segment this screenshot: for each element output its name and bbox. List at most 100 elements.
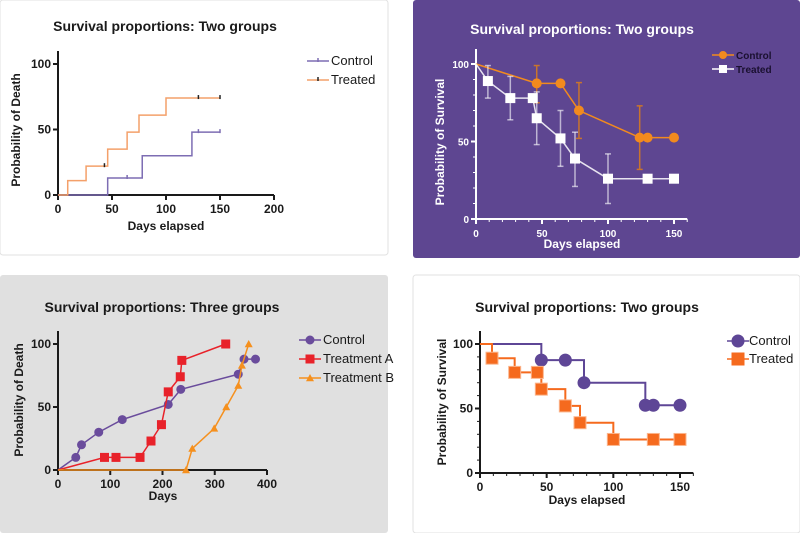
series-control <box>57 354 261 471</box>
data-point <box>577 376 591 390</box>
legend-label: Control <box>749 333 791 348</box>
chart-card <box>0 0 389 256</box>
x-tick-label: 0 <box>55 477 62 491</box>
legend-item: Treated <box>307 72 375 87</box>
chart-4: Survival proportions: Two groups Days ela… <box>412 274 800 534</box>
data-point <box>94 427 104 437</box>
data-point <box>669 173 679 184</box>
data-point <box>669 132 679 143</box>
x-tick-label: 400 <box>257 477 277 491</box>
y-tick-label: 50 <box>458 138 470 149</box>
series-treatment-b <box>58 340 253 474</box>
x-tick-label: 0 <box>55 202 62 216</box>
x-tick-label: 100 <box>100 477 120 491</box>
x-tick-label: 0 <box>477 480 484 494</box>
y-tick-label: 100 <box>31 337 51 351</box>
data-point <box>111 452 121 462</box>
data-point <box>527 93 538 104</box>
series-treated <box>58 95 221 196</box>
data-point <box>135 452 145 462</box>
chart-title: Survival proportions: Two groups <box>53 18 277 34</box>
legend-label: Control <box>736 51 772 62</box>
series-control <box>480 343 687 412</box>
data-point <box>188 444 197 452</box>
data-point <box>182 466 191 474</box>
series-treated <box>475 63 679 205</box>
x-axis-label: Days elapsed <box>128 219 205 233</box>
chart-3: Survival proportions: Three groups Days Pr… <box>0 275 394 533</box>
legend-item: Treatment A <box>299 351 394 366</box>
x-tick-label: 200 <box>152 477 172 491</box>
data-point <box>306 374 314 382</box>
legend-item: Treatment B <box>299 370 394 385</box>
series-treated <box>480 343 687 446</box>
legend-item: Control <box>307 53 373 68</box>
data-point <box>534 353 548 367</box>
legend-label: Treatment B <box>323 370 394 385</box>
data-point <box>508 365 522 379</box>
x-tick-label: 150 <box>670 480 690 494</box>
x-tick-label: 300 <box>205 477 225 491</box>
data-point <box>719 65 727 73</box>
legend-label: Treated <box>331 72 375 87</box>
chart-title: Survival proportions: Two groups <box>470 21 694 37</box>
y-axis-label: Probability of Survival <box>435 339 449 466</box>
data-point <box>482 76 493 87</box>
x-tick-label: 50 <box>105 202 119 216</box>
legend-item: Control <box>712 51 772 62</box>
data-point <box>646 398 660 412</box>
chart-title: Survival proportions: Two groups <box>475 299 699 315</box>
legend-item: Control <box>299 332 365 347</box>
data-point <box>570 153 580 164</box>
y-tick-label: 50 <box>460 402 474 416</box>
x-tick-label: 0 <box>473 229 479 240</box>
y-tick-label: 0 <box>44 463 51 477</box>
legend-label: Treated <box>749 351 793 366</box>
series-line <box>58 97 220 196</box>
series-line <box>58 343 250 471</box>
data-point <box>305 354 315 364</box>
data-point <box>673 398 687 412</box>
x-tick-label: 150 <box>666 229 683 240</box>
series-line <box>57 343 226 471</box>
data-point <box>606 432 620 446</box>
data-point <box>531 78 542 89</box>
data-point <box>221 339 231 349</box>
x-tick-label: 100 <box>600 229 617 240</box>
series-control <box>475 63 679 171</box>
x-axis-label: Days <box>149 489 178 503</box>
data-point <box>603 173 613 184</box>
series-line <box>475 63 674 180</box>
y-tick-label: 50 <box>38 400 52 414</box>
chart-title: Survival proportions: Three groups <box>45 299 280 315</box>
y-tick-label: 100 <box>453 337 473 351</box>
data-point <box>558 399 572 413</box>
data-point <box>146 436 156 446</box>
chart-1: Survival proportions: Two groups Days ela… <box>0 0 389 256</box>
data-point <box>573 105 584 116</box>
x-tick-label: 100 <box>156 202 176 216</box>
legend-label: Treated <box>736 65 772 76</box>
data-point <box>163 387 173 397</box>
data-point <box>558 353 572 367</box>
data-point <box>117 415 127 425</box>
data-point <box>673 432 687 446</box>
legend-label: Control <box>331 53 373 68</box>
series-control <box>58 129 221 196</box>
data-point <box>505 93 516 104</box>
data-point <box>176 384 186 394</box>
data-point <box>305 335 315 345</box>
data-point <box>573 416 587 430</box>
x-tick-label: 50 <box>540 480 554 494</box>
x-tick-label: 50 <box>536 229 548 240</box>
y-tick-label: 100 <box>31 57 51 71</box>
data-point <box>534 382 548 396</box>
y-tick-label: 100 <box>452 60 469 71</box>
x-axis-label: Days elapsed <box>549 493 626 507</box>
chart-2: Survival proportions: Two groups Days ela… <box>413 0 800 258</box>
data-point <box>234 381 243 389</box>
x-tick-label: 100 <box>603 480 623 494</box>
x-tick-label: 200 <box>264 202 284 216</box>
y-tick-label: 50 <box>38 123 52 137</box>
data-point <box>642 173 653 184</box>
